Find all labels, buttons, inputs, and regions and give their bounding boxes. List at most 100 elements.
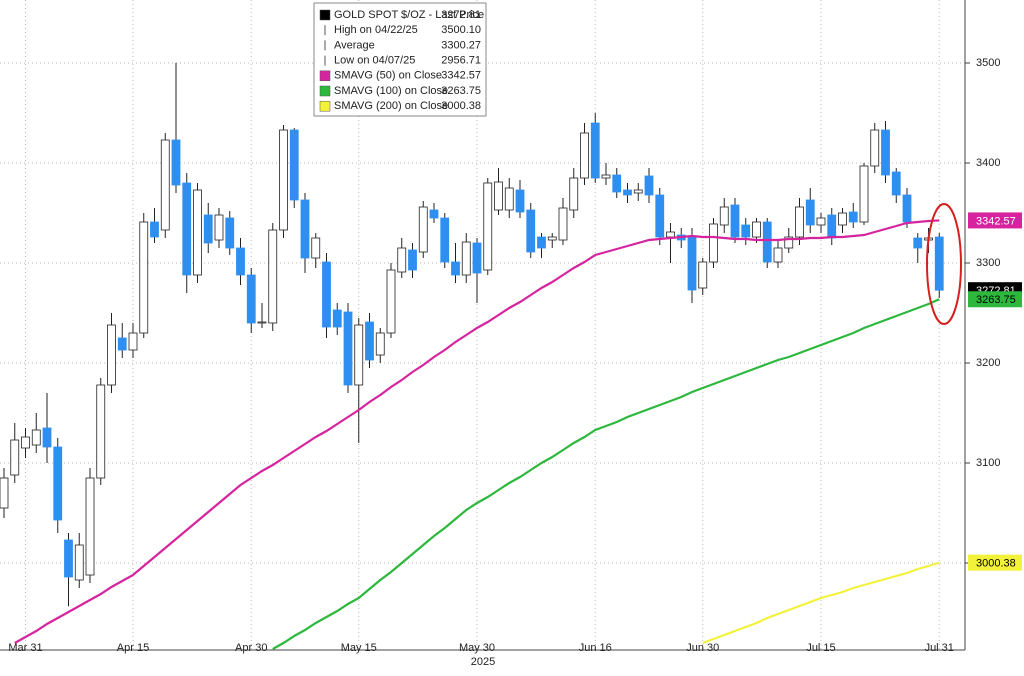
candle-body [633,189,643,194]
x-tick-label: Mar 31 [8,642,42,654]
candle-body [655,194,665,238]
legend-label: Low on 04/07/25 [334,55,415,67]
legend-value: 3300.27 [441,39,481,51]
x-tick-label: May 30 [459,642,495,654]
candle-body [773,247,783,263]
candle-body [537,236,546,249]
value-tag-label: 3000.38 [976,558,1016,570]
candle-body [408,249,417,271]
y-tick-label: 3500 [976,57,1000,69]
candle-body [752,221,761,238]
candle-body [472,242,482,274]
candle-body [31,429,41,446]
legend-label: SMAVG (50) on Close [334,70,442,82]
highlight-ellipse [926,203,962,325]
candle-body [698,261,708,289]
candle-body [0,477,9,509]
legend-swatch [319,100,331,112]
legend-label: GOLD SPOT $/OZ - Last Price [334,9,484,21]
candle-body [182,182,192,276]
candle-body [881,129,890,176]
candle-body [590,122,600,179]
legend-swatch [319,70,331,82]
y-tick-label: 3300 [976,257,1000,269]
x-tick-label: Jun 30 [686,642,719,654]
value-tag [968,291,1022,308]
x-tick-label: Jul 31 [925,642,954,654]
x-tick-label: Jul 15 [806,642,835,654]
candle-body [913,237,923,249]
candle-body [741,224,751,238]
candle-body [934,236,944,291]
candle-body [451,261,460,276]
legend-value: 3263.75 [441,85,481,97]
legend-label: Average [334,39,375,51]
candle-body [429,209,439,219]
candle-body [225,217,235,249]
candle-body [107,324,116,386]
candle-body [440,217,450,263]
candle-body [827,214,837,239]
candle-body [257,321,267,324]
candle-body [870,129,880,167]
moving-average-line [272,298,940,650]
y-tick-label: 3200 [976,357,1000,369]
legend-value: 3500.10 [441,24,481,36]
candle-body [343,311,353,386]
plot-area [0,0,965,650]
candle-body [784,236,794,249]
candle-body [246,274,256,324]
candle-body [580,132,589,179]
candle-body [300,199,310,259]
legend-swatch [319,85,331,97]
legend-label: SMAVG (200) on Close [334,100,448,112]
legend-box [313,2,487,117]
value-tag-label: 3342.57 [976,215,1016,227]
value-tag-label: 3263.75 [976,294,1016,306]
candle-body [214,214,224,241]
candle-body [558,207,568,241]
candle-body [332,309,342,328]
candle-body [902,194,912,223]
candle-body [10,439,20,476]
candle-body [365,321,374,361]
candle-body [311,237,321,259]
candle-body [494,181,503,211]
x-tick-label: Apr 30 [235,642,267,654]
candle-body [547,236,557,241]
candle-body [569,177,579,211]
candle-body [289,129,299,201]
legend-value: 3342.57 [441,70,481,82]
candle-body [859,165,869,223]
candle-body [203,214,213,244]
candle-body [354,324,364,386]
candle-body [96,384,106,479]
candle-body [666,231,675,238]
candle-body [322,261,331,328]
candle-body [74,544,84,581]
value-tag [968,554,1022,571]
x-tick-label: Apr 15 [117,642,149,654]
candle-body [762,221,772,263]
candle-body [21,436,30,449]
candle-body [891,171,901,196]
candle-body [418,206,428,253]
candle-body [64,539,73,578]
moving-average-line [14,219,940,644]
candle-body [795,206,804,238]
candle-body [687,235,697,291]
candle-body [117,337,127,351]
candle-body [386,269,396,334]
value-tag [968,212,1022,229]
moving-average-line [702,561,940,645]
y-tick-label: 3400 [976,157,1000,169]
candle-body [623,189,632,196]
candle-body [150,221,159,238]
legend-label: SMAVG (100) on Close [334,85,448,97]
candle-body [515,189,525,213]
legend-value: 2956.71 [441,55,481,67]
candle-body [397,247,407,273]
